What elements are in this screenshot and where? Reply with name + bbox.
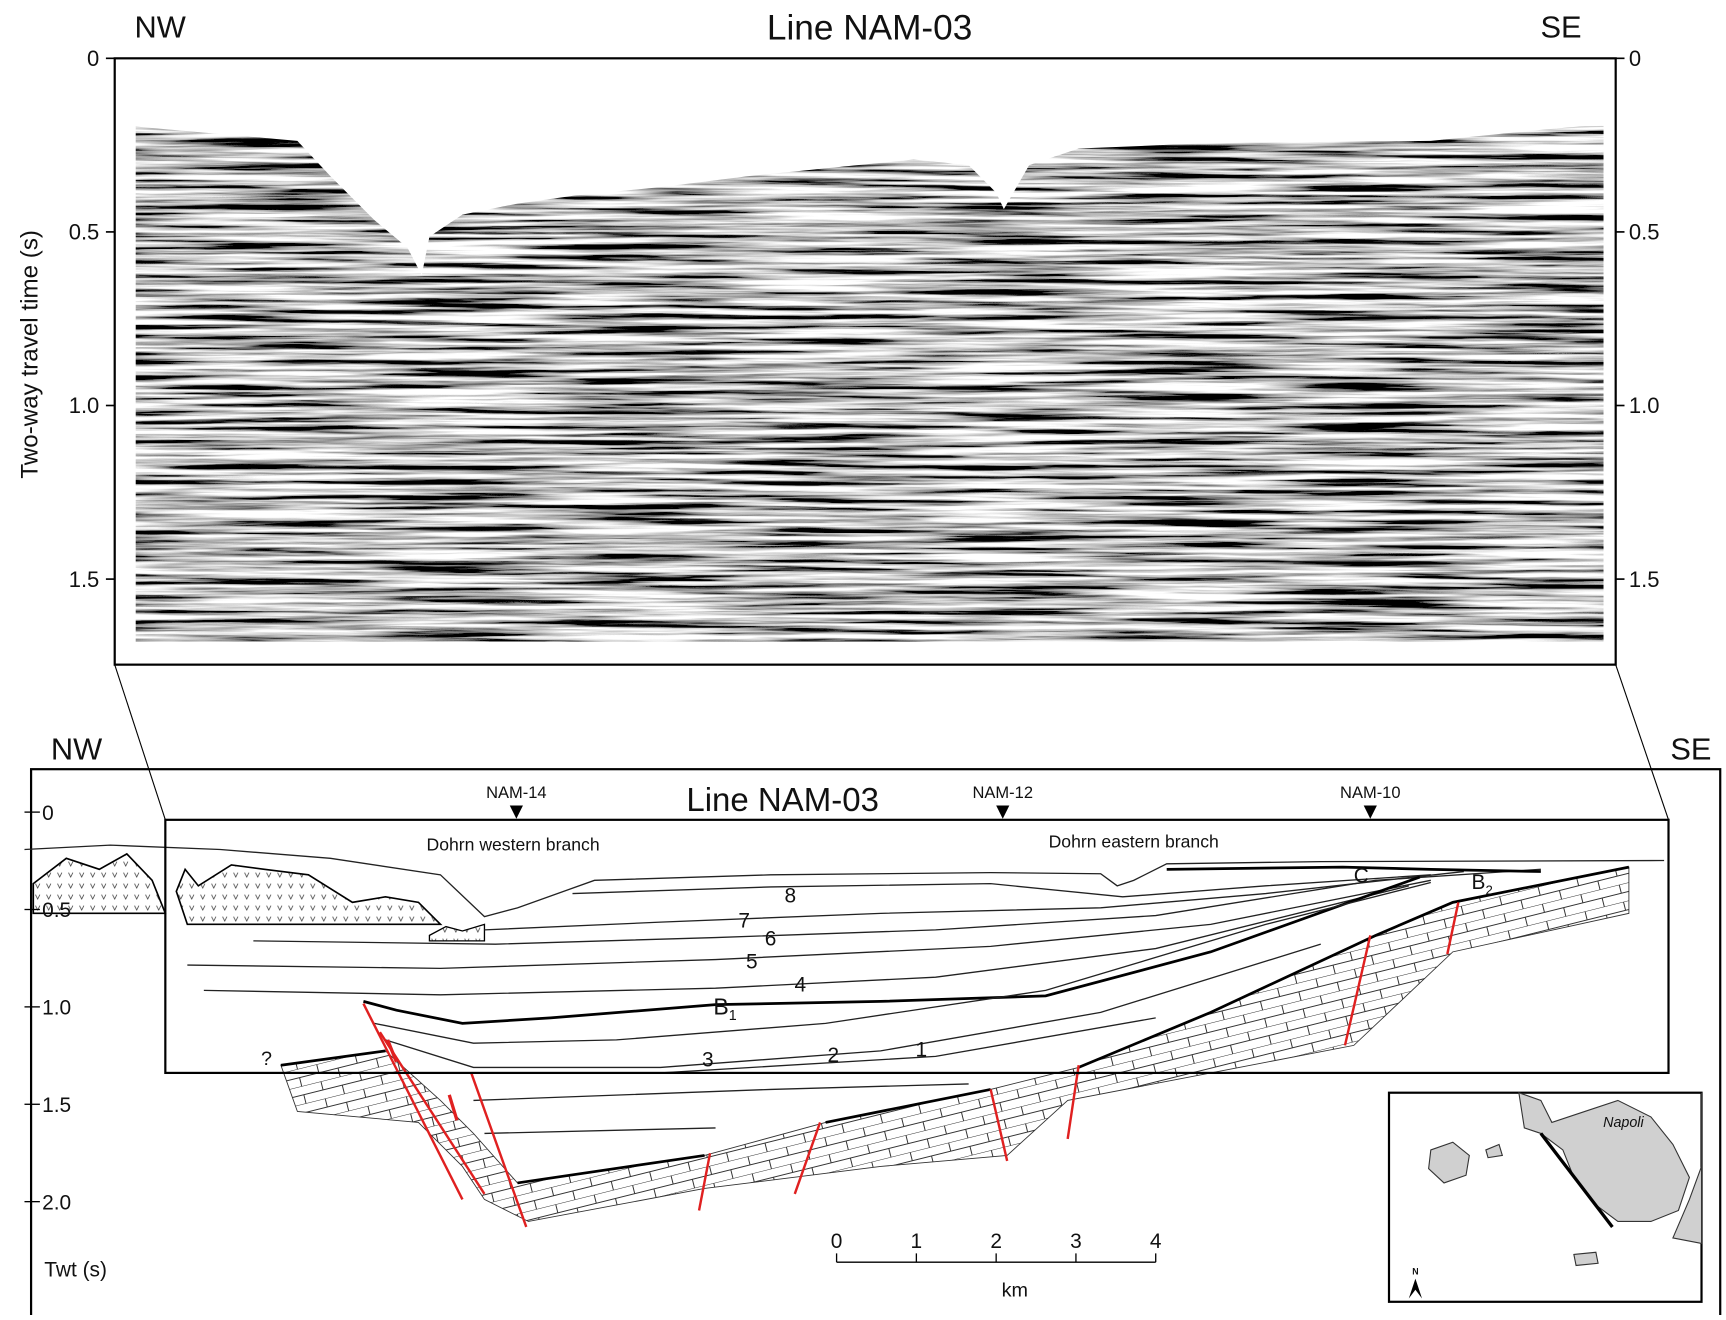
horizon-b1: B1: [713, 994, 736, 1025]
unit-label: 7: [738, 910, 750, 933]
connector: [115, 665, 166, 820]
unit-label: 4: [794, 973, 806, 996]
faults: [363, 902, 1458, 1227]
y-tick-label: 2.0: [42, 1191, 71, 1214]
scale-tick-label: 4: [1150, 1230, 1162, 1253]
scale-tick-label: 2: [990, 1230, 1002, 1253]
y-tick-label: 1.0: [69, 393, 100, 418]
unit-label: 5: [746, 950, 758, 973]
horizon-b1: B: [713, 994, 728, 1020]
horizon-b2: B: [1472, 871, 1486, 894]
top-y-axis-label: Two-way travel time (s): [17, 230, 44, 479]
seismic-panel: Line NAM-03 NW SE Two-way travel time (s…: [17, 9, 1616, 665]
top-nw: NW: [135, 9, 186, 44]
y-tick-label: 1.0: [1629, 393, 1660, 418]
horizon-c: C: [1354, 865, 1369, 888]
y-tick-label: 1.5: [42, 1094, 71, 1117]
y-tick-label: 0: [87, 46, 99, 71]
top-se: SE: [1540, 9, 1581, 44]
bottom-se: SE: [1670, 731, 1711, 766]
bottom-title: Line NAM-03: [686, 781, 879, 818]
y-tick-label: 1.0: [42, 997, 71, 1020]
well-marker: [996, 806, 1009, 819]
unit-label: 8: [785, 884, 797, 907]
horizon-b2-sub: 2: [1485, 883, 1492, 898]
inset-north: N: [1412, 1266, 1418, 1276]
unit-label: 2: [827, 1044, 839, 1067]
scale-tick-label: 3: [1070, 1230, 1082, 1253]
top-title: Line NAM-03: [767, 9, 972, 48]
inset-map: Napoli N: [1389, 1093, 1702, 1302]
unit-label: 1: [916, 1038, 928, 1061]
well-label: NAM-10: [1340, 784, 1401, 802]
bottom-nw: NW: [51, 731, 102, 766]
figure: Line NAM-03 NW SE Two-way travel time (s…: [0, 0, 1726, 1315]
y-tick-label: 1.5: [1629, 567, 1660, 592]
scale-unit: km: [1002, 1279, 1028, 1301]
scale-tick-label: 0: [831, 1230, 843, 1253]
scale-tick-label: 1: [911, 1230, 923, 1253]
connector: [1616, 665, 1669, 820]
inset-place: Napoli: [1603, 1115, 1644, 1131]
y-tick-label: 0: [1629, 46, 1641, 71]
well-label: NAM-14: [486, 784, 547, 802]
y-tick-label: 0.5: [69, 220, 100, 245]
well-label: NAM-12: [972, 784, 1033, 802]
volcanic-body: [176, 865, 440, 924]
branch-label: Dohrn western branch: [427, 835, 600, 855]
unit-label: 3: [702, 1048, 714, 1071]
well-marker: [1364, 806, 1377, 819]
uncertain-mark: ?: [261, 1048, 272, 1070]
interpretation-panel: NW SE Line NAM-03: [24, 731, 1720, 1315]
volcanic-body: [429, 924, 484, 941]
branch-label: Dohrn eastern branch: [1049, 831, 1219, 851]
y-tick-label: 0.5: [42, 899, 71, 922]
y-tick-label: 0.5: [1629, 220, 1660, 245]
bottom-y-axis-label: Twt (s): [44, 1258, 107, 1281]
y-tick-label: 0: [42, 802, 54, 825]
horizon-b2: B2: [1472, 871, 1493, 898]
y-tick-label: 1.5: [69, 567, 100, 592]
well-marker: [510, 806, 523, 819]
horizon-b1-sub: 1: [729, 1008, 737, 1024]
unit-label: 6: [765, 927, 777, 950]
